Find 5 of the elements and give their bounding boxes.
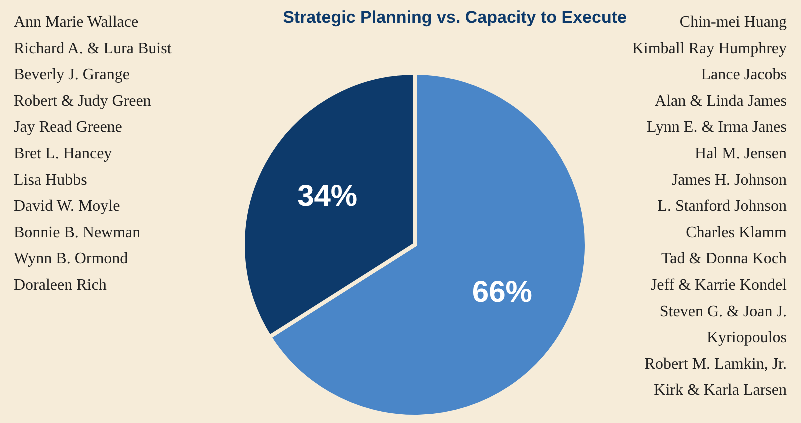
data-label: 34% — [298, 180, 358, 213]
data-label: 66% — [472, 276, 532, 310]
chart-title: Strategic Planning vs. Capacity to Execute — [283, 8, 627, 27]
text: Ann Marie Wallace Richard A. & Lura Buist Beverly J. Grange Robert & Judy Green Jay Read Greene Bret L. Hancey Lisa Hubbs David W. Moyle Bonnie B. Newman Wynn B. Ormond Doraleen Rich — [14, 14, 172, 294]
text: Chin-mei Huang Kimball Ray Humphrey Lance Jacobs Alan & Linda James Lynn E. & Irma Janes Hal M. Jensen James H. Johnson L. Stanford Johnson Charles Klamm Tad & Donna Koch Jeff & Karrie Kondel Steven G. & Joan J. Kyriopoulos Robert M. Lamkin, Jr. Kirk & Karla Larsen — [632, 14, 787, 400]
